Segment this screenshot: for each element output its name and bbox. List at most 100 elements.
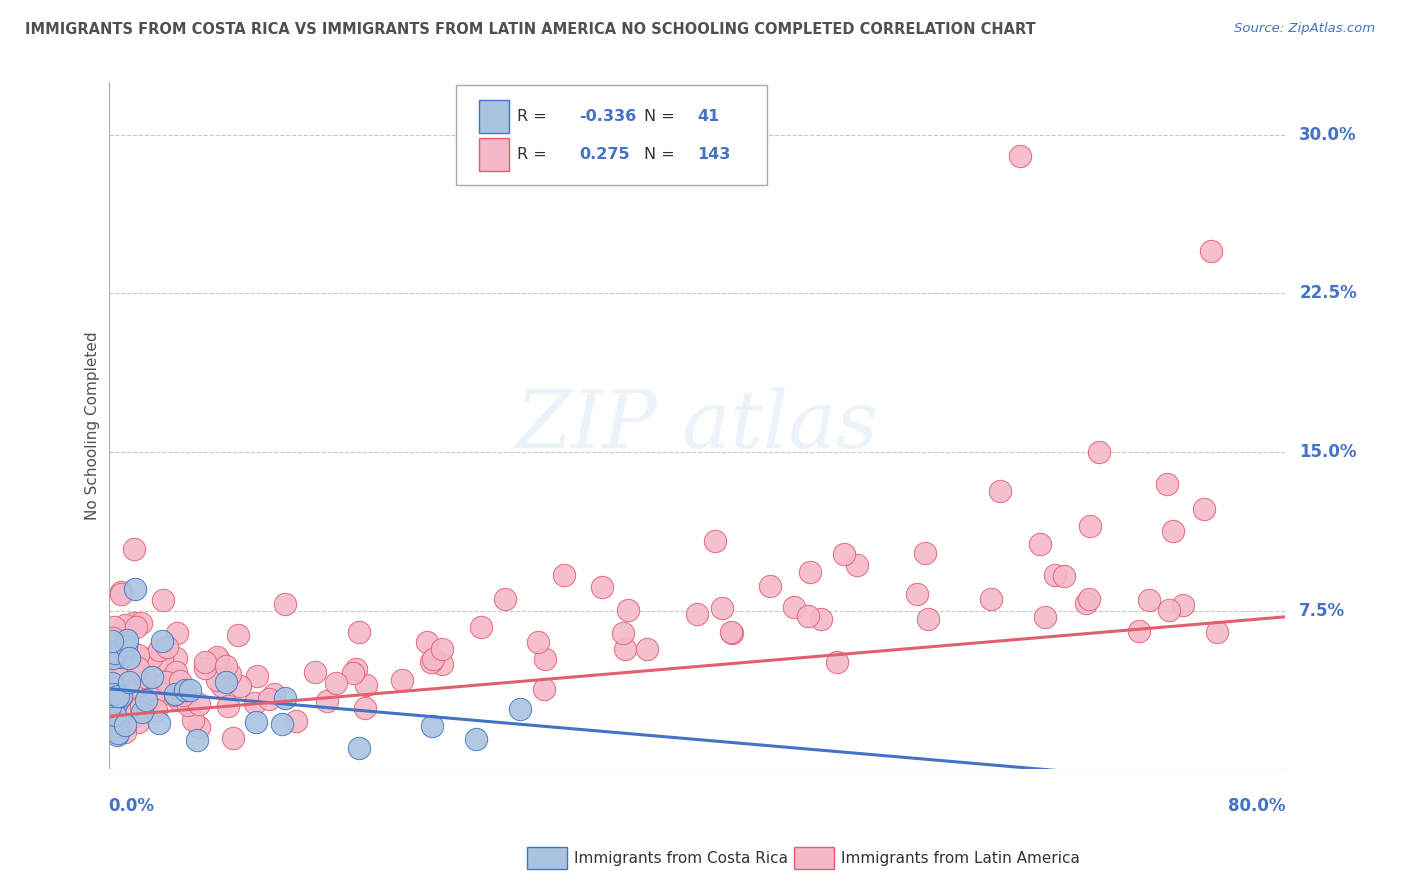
Point bbox=[127, 661, 149, 675]
Point bbox=[1033, 609, 1056, 624]
Point bbox=[129, 700, 152, 714]
Point bbox=[114, 681, 136, 695]
Point bbox=[285, 714, 308, 728]
Point bbox=[325, 675, 347, 690]
Point bbox=[103, 620, 125, 634]
Point bbox=[110, 689, 132, 703]
Point bbox=[100, 634, 122, 648]
Point bbox=[129, 615, 152, 630]
Point bbox=[465, 732, 488, 747]
Point bbox=[1161, 524, 1184, 538]
Point bbox=[759, 579, 782, 593]
Point bbox=[139, 692, 162, 706]
Point bbox=[101, 687, 124, 701]
Point bbox=[103, 646, 125, 660]
Point bbox=[125, 620, 148, 634]
Point bbox=[263, 687, 285, 701]
Point bbox=[152, 687, 174, 701]
Point bbox=[187, 698, 209, 712]
Point bbox=[124, 582, 146, 597]
Point bbox=[636, 641, 658, 656]
Point bbox=[1192, 502, 1215, 516]
Point bbox=[219, 666, 242, 681]
Text: 80.0%: 80.0% bbox=[1227, 797, 1285, 814]
Point bbox=[832, 548, 855, 562]
Point bbox=[101, 707, 124, 722]
Point bbox=[156, 640, 179, 654]
Point bbox=[846, 558, 869, 572]
Point bbox=[612, 625, 634, 640]
Text: 41: 41 bbox=[697, 109, 718, 124]
Point bbox=[243, 696, 266, 710]
Point bbox=[114, 640, 136, 654]
Point bbox=[101, 696, 124, 710]
Point bbox=[1156, 476, 1178, 491]
Point bbox=[416, 635, 439, 649]
Point bbox=[148, 715, 170, 730]
Point bbox=[205, 650, 228, 665]
Point bbox=[155, 675, 177, 690]
Point bbox=[142, 690, 165, 704]
Point bbox=[174, 682, 197, 697]
Point bbox=[163, 688, 186, 702]
Point bbox=[825, 655, 848, 669]
Point bbox=[207, 673, 229, 687]
Point bbox=[111, 679, 134, 693]
Point bbox=[354, 701, 377, 715]
Point bbox=[98, 698, 121, 713]
FancyBboxPatch shape bbox=[479, 100, 509, 133]
Point bbox=[101, 706, 124, 720]
Point bbox=[229, 679, 252, 693]
Text: 7.5%: 7.5% bbox=[1299, 601, 1346, 620]
Point bbox=[215, 674, 238, 689]
Point bbox=[617, 602, 640, 616]
Point bbox=[112, 635, 135, 649]
Point bbox=[134, 670, 156, 684]
Point bbox=[704, 534, 727, 549]
Point bbox=[115, 687, 138, 701]
Point bbox=[150, 634, 173, 648]
Point bbox=[211, 679, 233, 693]
Point bbox=[100, 676, 122, 690]
Point bbox=[194, 655, 217, 669]
Point bbox=[141, 650, 163, 665]
Point bbox=[980, 592, 1002, 607]
Point bbox=[114, 724, 136, 739]
Point bbox=[112, 698, 135, 712]
Point bbox=[172, 689, 194, 703]
Point bbox=[110, 650, 132, 665]
Point bbox=[245, 715, 267, 730]
Text: ZIP atlas: ZIP atlas bbox=[516, 387, 879, 464]
Point bbox=[257, 692, 280, 706]
Point bbox=[127, 715, 149, 730]
Point bbox=[1010, 149, 1032, 163]
Point bbox=[167, 692, 190, 706]
Point bbox=[422, 651, 444, 665]
Point bbox=[98, 644, 121, 658]
Point bbox=[169, 673, 191, 688]
Point bbox=[121, 657, 143, 672]
Point bbox=[118, 674, 141, 689]
Point bbox=[711, 600, 734, 615]
Text: R =: R = bbox=[517, 109, 551, 124]
Point bbox=[120, 680, 142, 694]
Text: Source: ZipAtlas.com: Source: ZipAtlas.com bbox=[1234, 22, 1375, 36]
Point bbox=[117, 633, 139, 648]
Point bbox=[990, 484, 1012, 499]
Text: Immigrants from Latin America: Immigrants from Latin America bbox=[841, 851, 1080, 865]
Point bbox=[188, 720, 211, 734]
Point bbox=[150, 652, 173, 666]
Point bbox=[135, 693, 157, 707]
Point bbox=[914, 546, 936, 560]
Point bbox=[274, 597, 297, 611]
Point bbox=[103, 651, 125, 665]
Point bbox=[105, 728, 128, 742]
Point bbox=[141, 670, 163, 684]
Point bbox=[125, 695, 148, 709]
Point bbox=[347, 624, 370, 639]
Point bbox=[207, 652, 229, 666]
Point bbox=[1088, 445, 1111, 459]
Point bbox=[430, 642, 453, 657]
Point bbox=[103, 679, 125, 693]
Point bbox=[107, 689, 129, 703]
